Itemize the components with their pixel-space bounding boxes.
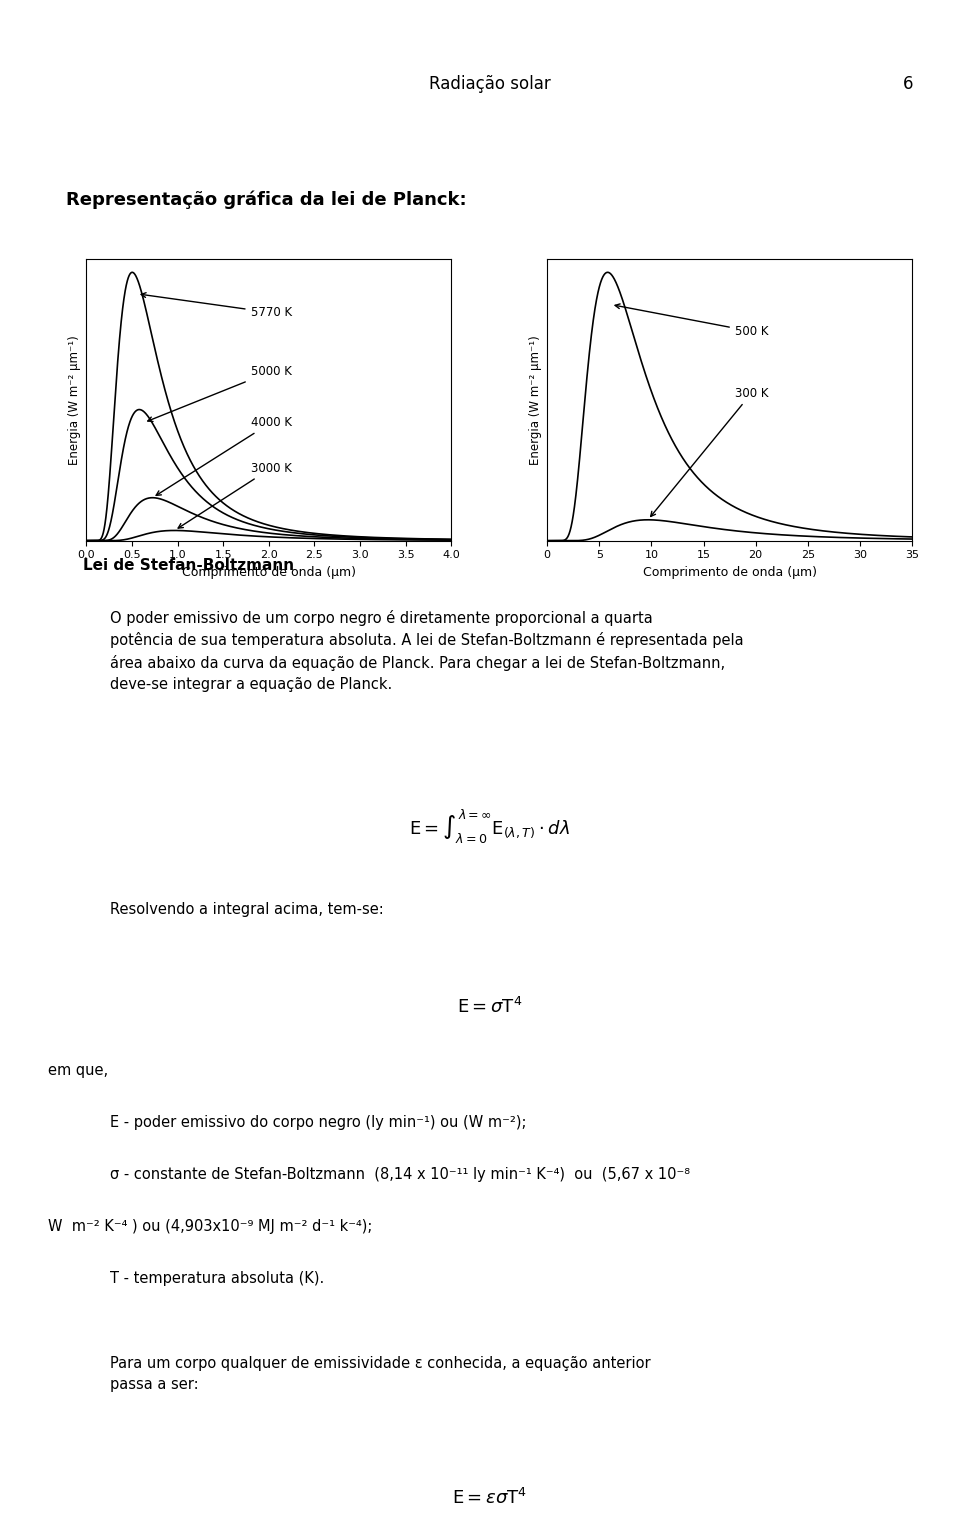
Text: 3000 K: 3000 K xyxy=(179,461,292,528)
Text: O poder emissivo de um corpo negro é diretamente proporcional a quarta
potência : O poder emissivo de um corpo negro é dir… xyxy=(109,609,743,691)
Text: T - temperatura absoluta (K).: T - temperatura absoluta (K). xyxy=(109,1270,324,1285)
Text: W  m⁻² K⁻⁴ ) ou (4,903x10⁻⁹ MJ m⁻² d⁻¹ k⁻⁴);: W m⁻² K⁻⁴ ) ou (4,903x10⁻⁹ MJ m⁻² d⁻¹ k⁻… xyxy=(48,1218,372,1234)
Text: $\mathrm{E} = \int_{\lambda=0}^{\lambda=\infty} \mathrm{E}_{(\lambda,T)} \cdot d: $\mathrm{E} = \int_{\lambda=0}^{\lambda=… xyxy=(409,807,570,847)
Y-axis label: Energia (W m⁻² μm⁻¹): Energia (W m⁻² μm⁻¹) xyxy=(68,335,81,465)
Text: $\mathrm{E} = \varepsilon\sigma\mathrm{T}^4$: $\mathrm{E} = \varepsilon\sigma\mathrm{T… xyxy=(452,1488,527,1508)
Text: $\mathrm{E} = \sigma\mathrm{T}^4$: $\mathrm{E} = \sigma\mathrm{T}^4$ xyxy=(457,998,522,1017)
X-axis label: Comprimento de onda (μm): Comprimento de onda (μm) xyxy=(181,567,356,579)
Text: Para um corpo qualquer de emissividade ε conhecida, a equação anterior
passa a s: Para um corpo qualquer de emissividade ε… xyxy=(109,1355,651,1392)
Text: Representação gráfica da lei de Planck:: Representação gráfica da lei de Planck: xyxy=(65,190,467,209)
X-axis label: Comprimento de onda (μm): Comprimento de onda (μm) xyxy=(642,567,817,579)
Text: Radiação solar: Radiação solar xyxy=(429,75,550,93)
Text: 5000 K: 5000 K xyxy=(148,366,292,422)
Text: Resolvendo a integral acima, tem-se:: Resolvendo a integral acima, tem-se: xyxy=(109,902,384,917)
Text: em que,: em que, xyxy=(48,1063,108,1078)
Text: 500 K: 500 K xyxy=(615,305,768,338)
Text: E - poder emissivo do corpo negro (ly min⁻¹) ou (W m⁻²);: E - poder emissivo do corpo negro (ly mi… xyxy=(109,1115,526,1130)
Text: 5770 K: 5770 K xyxy=(141,292,292,320)
Text: 4000 K: 4000 K xyxy=(156,416,292,495)
Text: 6: 6 xyxy=(903,75,914,93)
Text: σ - constante de Stefan-Boltzmann  (8,14 x 10⁻¹¹ ly min⁻¹ K⁻⁴)  ou  (5,67 x 10⁻⁸: σ - constante de Stefan-Boltzmann (8,14 … xyxy=(109,1167,690,1182)
Text: Lei de Stefan-Boltzmann: Lei de Stefan-Boltzmann xyxy=(84,557,295,573)
Text: 300 K: 300 K xyxy=(651,387,768,516)
Y-axis label: Energia (W m⁻² μm⁻¹): Energia (W m⁻² μm⁻¹) xyxy=(529,335,541,465)
